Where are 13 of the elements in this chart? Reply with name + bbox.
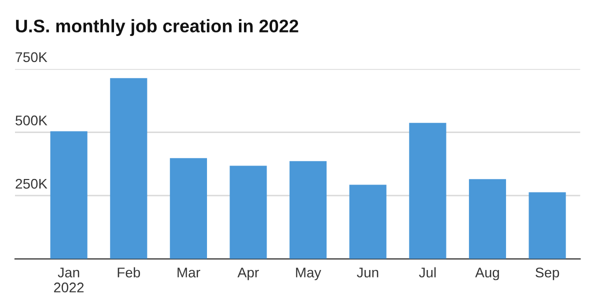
x-tick-label: Jun xyxy=(356,268,378,278)
x-tick-label: May xyxy=(296,268,322,280)
y-tick-label: 250K xyxy=(16,178,48,189)
x-tick-label: Aug xyxy=(475,268,499,280)
y-tick-label: 750K xyxy=(16,52,48,62)
x-tick-label: Jul xyxy=(419,267,436,278)
x-tick-label: Feb xyxy=(118,267,140,278)
x-tick-label: Jan 2022 xyxy=(54,268,84,292)
y-tick-label: 500K xyxy=(16,116,48,126)
chart-title: U.S. monthly job creation in 2022 xyxy=(16,19,298,36)
x-tick-label: Apr xyxy=(237,268,259,280)
x-tick-label: Mar xyxy=(178,268,200,278)
x-tick-label: Sep xyxy=(536,268,560,280)
